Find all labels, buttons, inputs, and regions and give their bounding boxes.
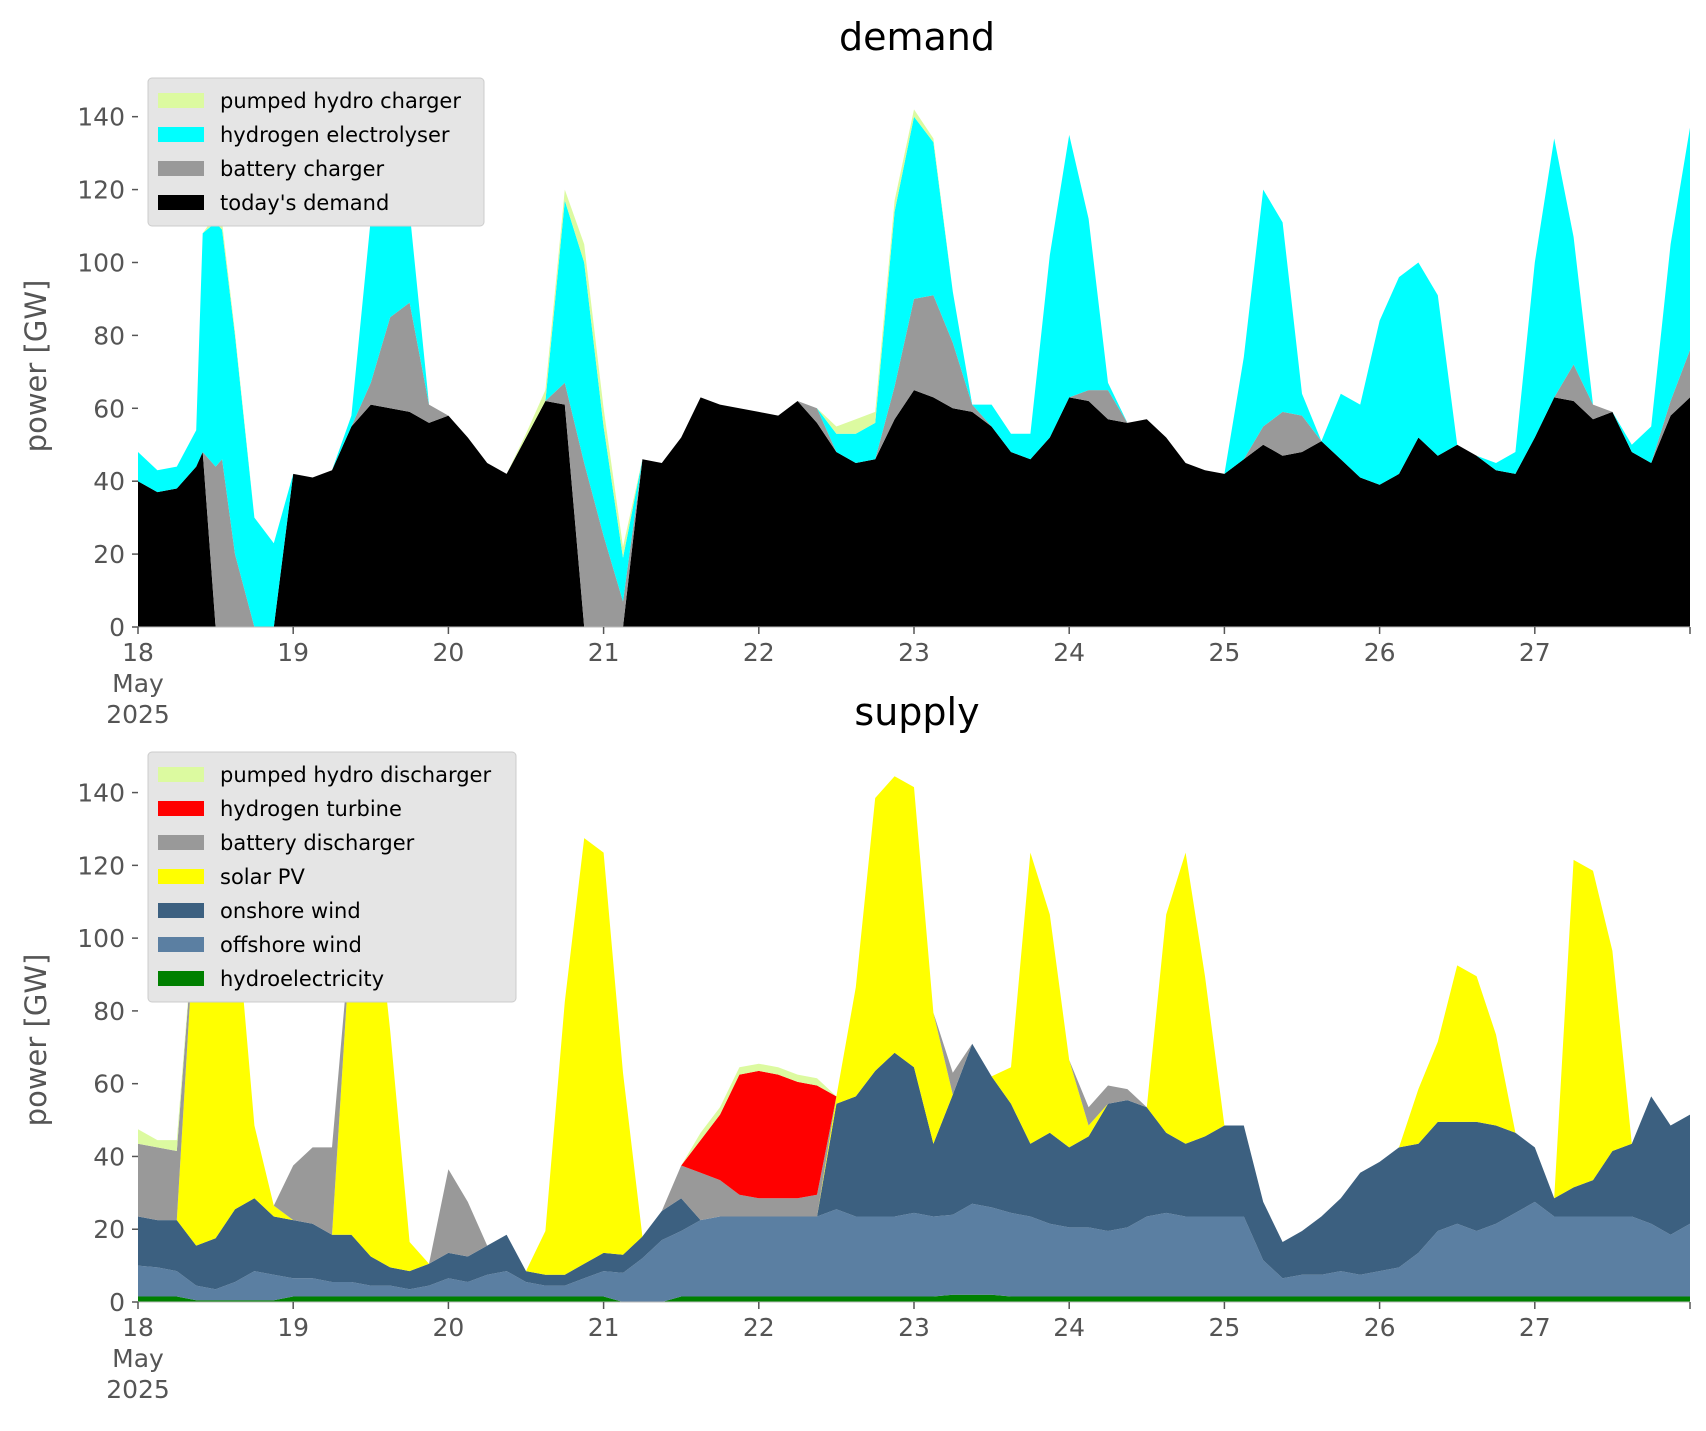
x-tick-label: 21 (588, 638, 620, 667)
area-battery-charger (138, 295, 1690, 627)
legend-label-hydrogen-electrolyser: hydrogen electrolyser (220, 123, 450, 147)
legend-label-pumped-hydro-discharger: pumped hydro discharger (220, 763, 491, 787)
legend-swatch-hydroelectricity (158, 971, 204, 986)
legend-label-solar-pv: solar PV (220, 865, 305, 889)
legend: pumped hydro discharger hydrogen turbine b… (147, 751, 517, 1003)
legend-swatch-battery-discharger (158, 835, 204, 850)
area-today-s-demand (138, 390, 1690, 627)
x-tick-label: 27 (1519, 1313, 1551, 1342)
x-tick-label: 20 (432, 1313, 464, 1342)
legend-swatch-battery-charger (158, 161, 204, 176)
area-onshore-wind (138, 1043, 1690, 1290)
y-tick-label: 120 (77, 851, 125, 880)
y-tick-label: 140 (77, 103, 125, 132)
chart-title: supply (854, 690, 979, 734)
legend-swatch-pumped-hydro-discharger (158, 767, 204, 782)
x-tick-label: 22 (743, 1313, 775, 1342)
y-tick-label: 80 (93, 321, 125, 350)
legend-swatch-solar-pv (158, 869, 204, 884)
x-tick-label: 21 (588, 1313, 620, 1342)
y-tick-label: 60 (93, 1070, 125, 1099)
legend-box (147, 77, 485, 227)
legend-swatch-offshore-wind (158, 937, 204, 952)
y-tick-label: 60 (93, 394, 125, 423)
y-tick-label: 20 (93, 1215, 125, 1244)
area-series-group (138, 776, 1690, 1302)
legend-swatch-hydrogen-turbine (158, 801, 204, 816)
legend-label-battery-discharger: battery discharger (220, 831, 415, 855)
y-tick-label: 100 (77, 248, 125, 277)
y-tick-label: 0 (109, 1288, 125, 1317)
area-series-group (138, 109, 1690, 627)
legend-label-onshore-wind: onshore wind (220, 899, 361, 923)
legend-label-battery-charger: battery charger (220, 157, 385, 181)
x-tick-label: 27 (1519, 638, 1551, 667)
x-tick-label: 26 (1364, 1313, 1396, 1342)
x-tick-label: 24 (1053, 1313, 1085, 1342)
x-tick-label: 18 May 2025 (106, 638, 170, 729)
legend: pumped hydro charger hydrogen electrolyse… (147, 77, 485, 227)
legend-swatch-today-s-demand (158, 195, 204, 210)
chart-title: demand (839, 15, 995, 59)
legend-swatch-hydrogen-electrolyser (158, 127, 204, 142)
y-axis-label: power [GW] (19, 280, 53, 453)
legend-box (147, 751, 517, 1003)
area-solar-pv (138, 776, 1690, 1275)
x-tick-label: 23 (898, 1313, 930, 1342)
x-tick-label: 24 (1053, 638, 1085, 667)
y-tick-label: 40 (93, 467, 125, 496)
axes-group: 0 20 40 60 80 100 120 140 18 May 2025 19 20 21 22 23 24 2… (77, 779, 1691, 1404)
legend-label-hydrogen-turbine: hydrogen turbine (220, 797, 402, 821)
x-tick-label: 20 (432, 638, 464, 667)
y-tick-label: 0 (109, 613, 125, 642)
demand-chart: demand power [GW] 0 20 40 60 80 100 120 140 18 Ma… (19, 15, 1691, 729)
y-tick-label: 80 (93, 997, 125, 1026)
y-tick-label: 40 (93, 1142, 125, 1171)
axes-group: 0 20 40 60 80 100 120 140 18 May 2025 19 20 21 22 23 24 2… (77, 103, 1691, 729)
legend-label-offshore-wind: offshore wind (220, 933, 362, 957)
legend-label-hydroelectricity: hydroelectricity (220, 967, 384, 991)
y-tick-label: 100 (77, 924, 125, 953)
y-tick-label: 20 (93, 540, 125, 569)
x-tick-label: 26 (1364, 638, 1396, 667)
area-hydrogen-electrolyser (138, 116, 1690, 627)
legend-label-pumped-hydro-charger: pumped hydro charger (220, 89, 461, 113)
x-tick-label: 23 (898, 638, 930, 667)
supply-chart: supply power [GW] 0 20 40 60 80 100 120 140 18 Ma… (19, 690, 1691, 1404)
legend-swatch-onshore-wind (158, 903, 204, 918)
legend-swatch-pumped-hydro-charger (158, 93, 204, 108)
y-axis-label: power [GW] (19, 954, 53, 1127)
x-tick-label: 22 (743, 638, 775, 667)
y-tick-label: 120 (77, 176, 125, 205)
legend-label-today-s-demand: today's demand (220, 191, 389, 215)
x-tick-label: 19 (277, 638, 309, 667)
x-tick-label: 25 (1208, 1313, 1240, 1342)
x-tick-label: 19 (277, 1313, 309, 1342)
y-tick-label: 140 (77, 779, 125, 808)
x-tick-label: 18 May 2025 (106, 1313, 170, 1404)
area-offshore-wind (138, 1201, 1690, 1302)
x-tick-label: 25 (1208, 638, 1240, 667)
area-hydroelectricity (138, 1294, 1690, 1302)
